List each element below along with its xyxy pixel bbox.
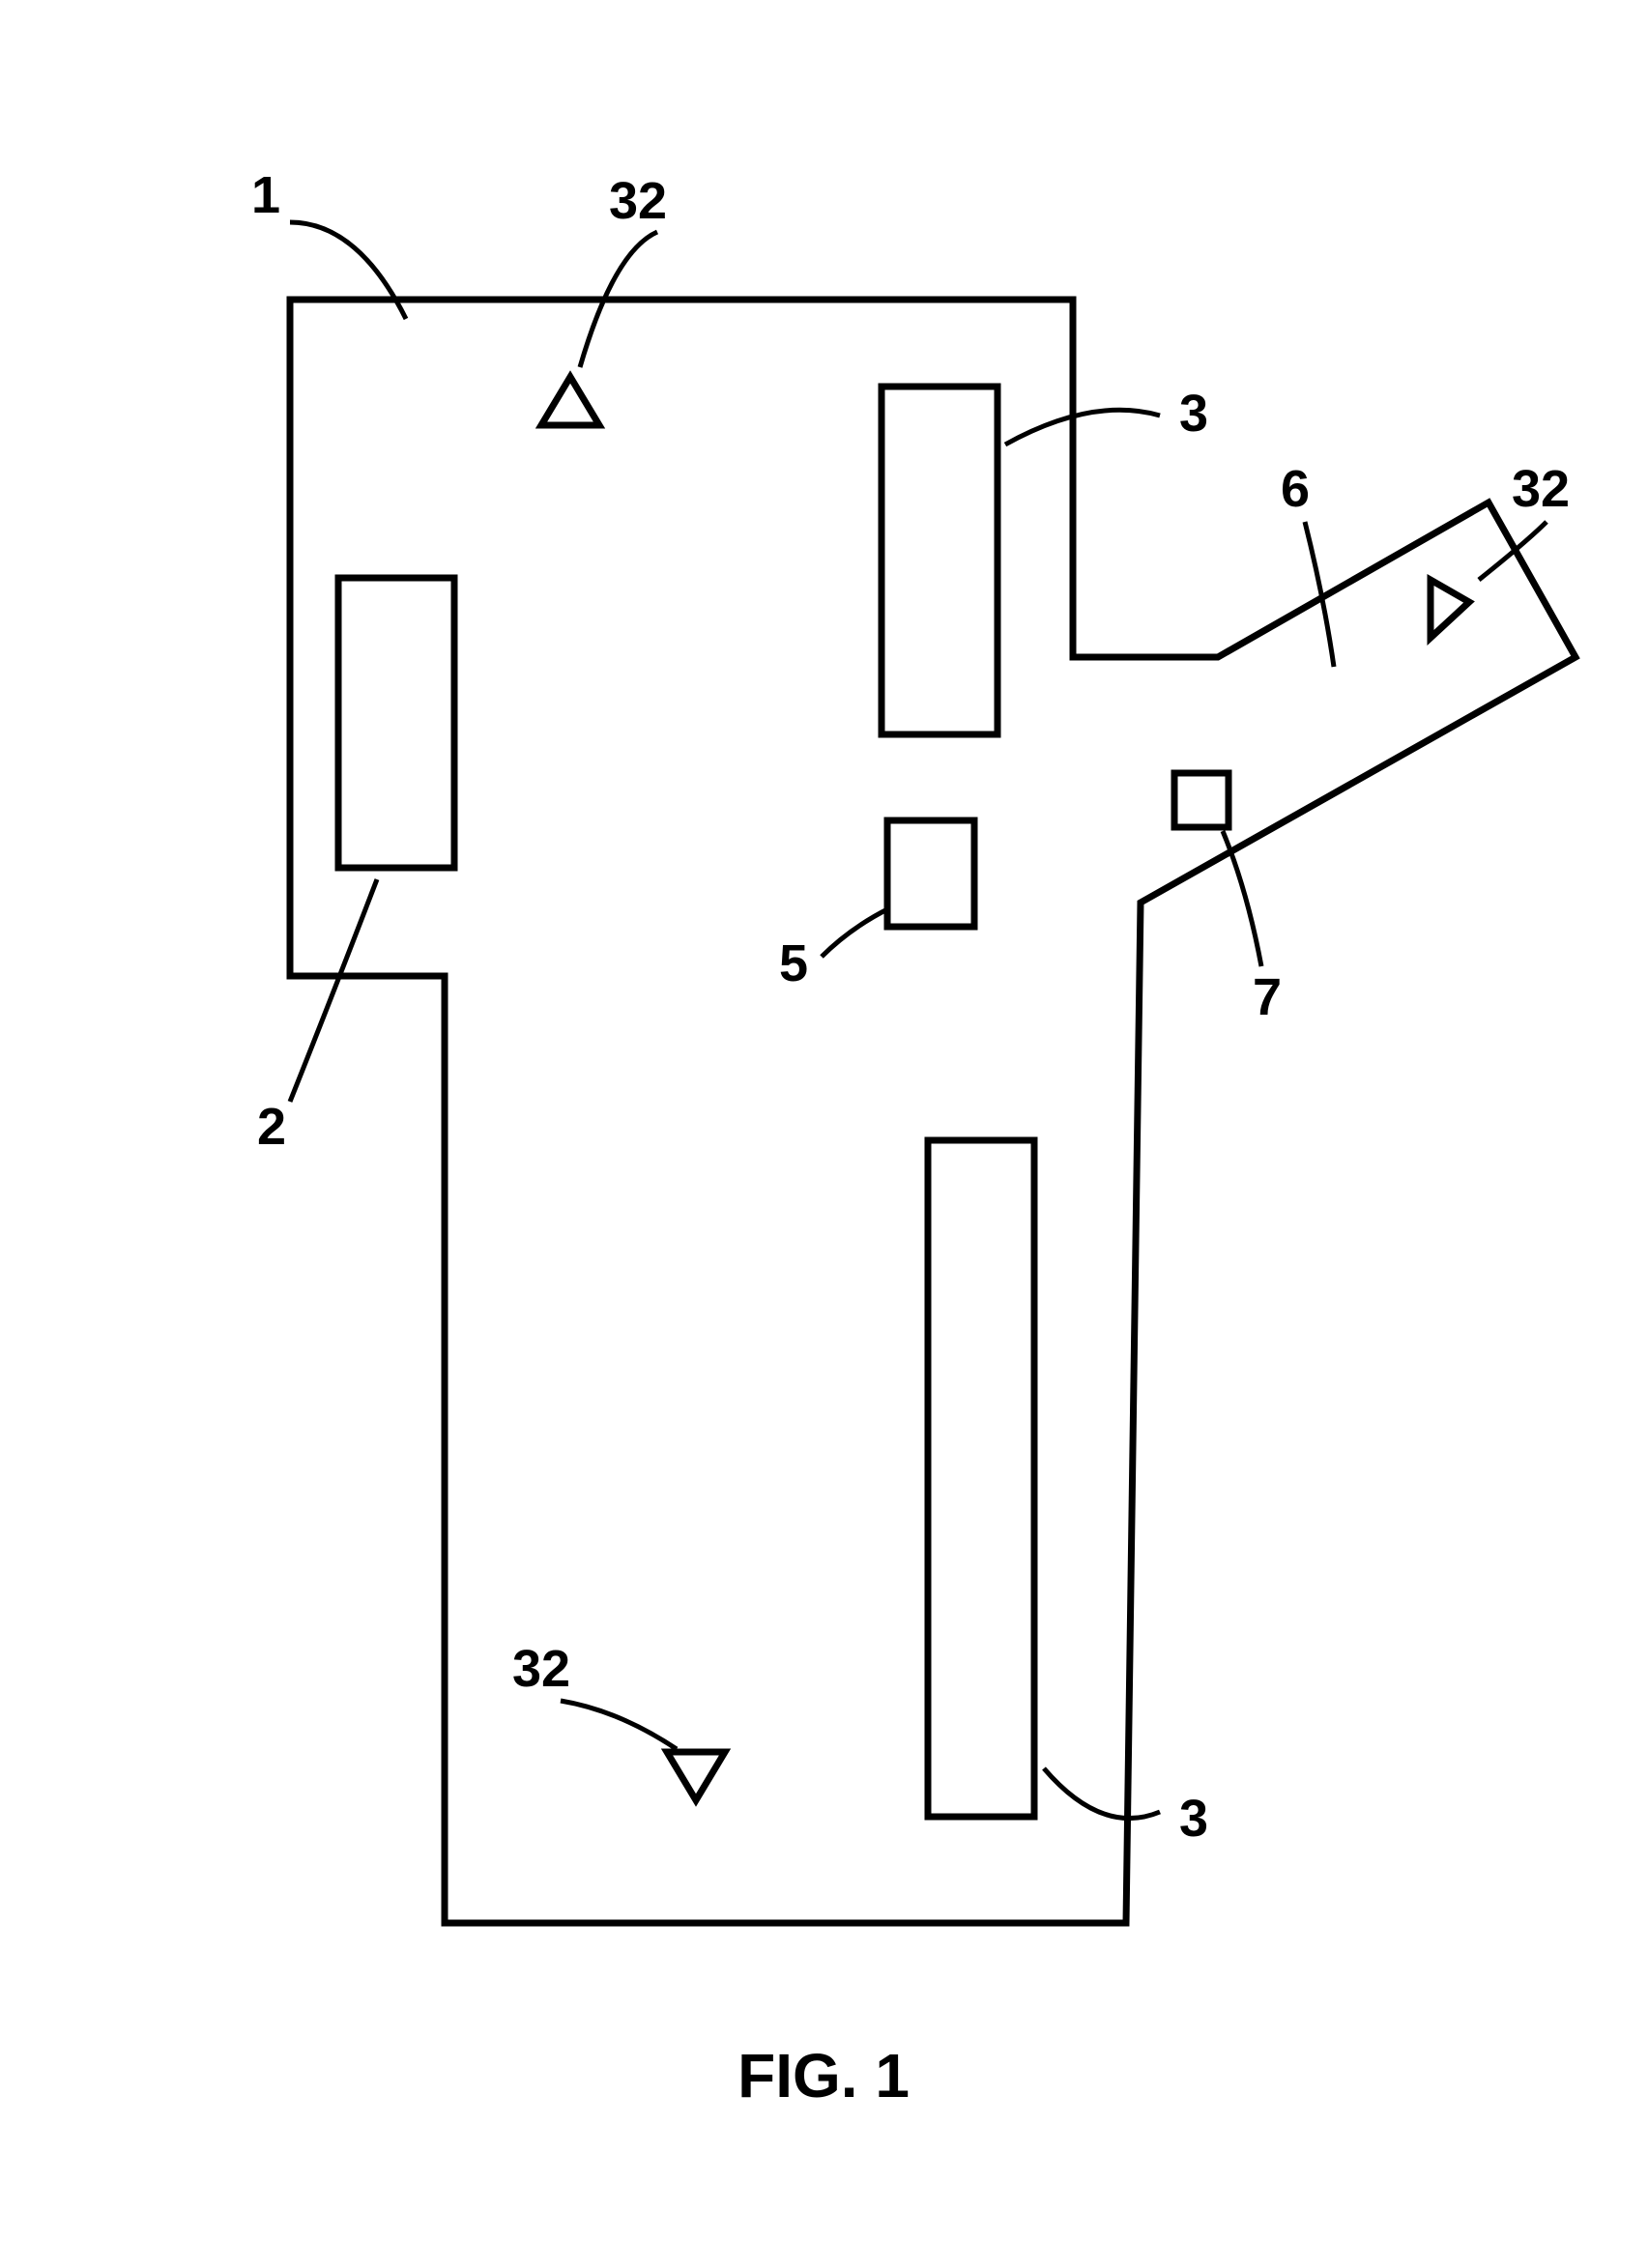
triangle-32-top [541,377,599,425]
leader-5 [822,908,889,957]
leader-1 [290,222,406,319]
label-6: 6 [1281,460,1310,518]
outline-path [290,300,1576,1923]
rect-3-bottom [928,1140,1034,1817]
leader-7 [1223,831,1261,966]
label-32c: 32 [512,1640,570,1698]
label-7: 7 [1253,968,1282,1026]
label-3a: 3 [1179,385,1208,443]
leader-32c [561,1701,677,1749]
rect-3-top [882,387,997,734]
label-1: 1 [251,166,280,224]
rect-7 [1174,773,1229,827]
leader-2 [290,879,377,1102]
figure-caption: FIG. 1 [737,2041,910,2110]
label-32b: 32 [1512,460,1570,518]
label-2: 2 [257,1098,286,1156]
triangle-32-right [1431,580,1469,638]
label-3b: 3 [1179,1790,1208,1848]
label-32a: 32 [609,172,667,230]
rect-2 [338,578,454,868]
leader-3b [1044,1768,1160,1819]
triangle-32-bottom [667,1752,725,1800]
rect-5 [887,820,974,927]
leader-32b [1479,522,1547,580]
leader-3a [1005,410,1160,445]
figure-1: 1 32 3 6 32 5 7 2 32 3 FIG. 1 [0,0,1648,2268]
label-5: 5 [779,934,808,992]
